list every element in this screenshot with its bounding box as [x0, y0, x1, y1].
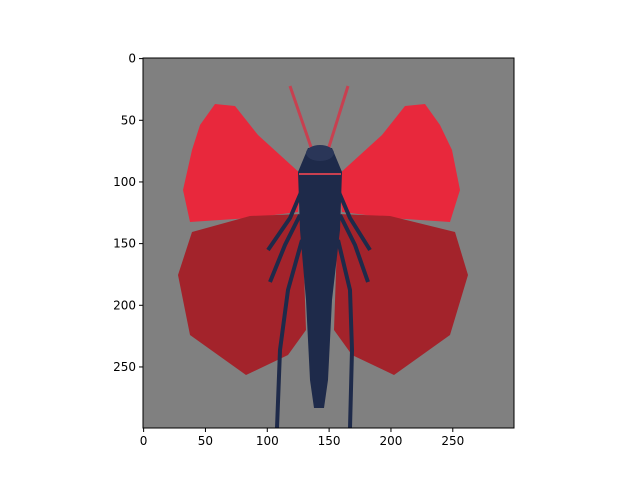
- x-tick-label: 200: [379, 434, 402, 448]
- y-tick-label: 150: [113, 237, 136, 251]
- upper-right-wing: [338, 104, 460, 222]
- lower-left-wing: [178, 214, 306, 375]
- y-tick-label: 50: [121, 113, 136, 127]
- x-tick-label: 0: [140, 434, 148, 448]
- body: [298, 148, 342, 408]
- x-tick-label: 150: [318, 434, 341, 448]
- upper-left-wing: [183, 104, 302, 222]
- y-tick-label: 0: [128, 52, 136, 66]
- y-tick-label: 200: [113, 298, 136, 312]
- legs: [266, 189, 372, 429]
- x-tick-label: 100: [256, 434, 279, 448]
- x-tick-label: 250: [441, 434, 464, 448]
- y-tick-label: 100: [113, 175, 136, 189]
- image: [143, 58, 514, 429]
- head: [306, 145, 334, 161]
- antennae: [288, 85, 350, 151]
- x-tick-label: 50: [198, 434, 213, 448]
- y-tick-label: 250: [113, 360, 136, 374]
- lower-right-wing: [334, 214, 468, 375]
- axes-frame: [142, 57, 515, 429]
